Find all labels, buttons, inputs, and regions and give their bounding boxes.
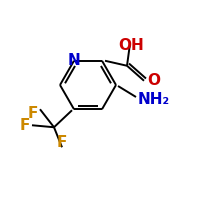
Text: F: F — [20, 118, 30, 133]
Text: N: N — [68, 53, 80, 68]
Text: O: O — [147, 73, 160, 88]
Text: F: F — [28, 106, 38, 121]
Text: OH: OH — [118, 38, 144, 53]
Text: F: F — [57, 135, 67, 150]
Text: NH₂: NH₂ — [138, 92, 170, 106]
